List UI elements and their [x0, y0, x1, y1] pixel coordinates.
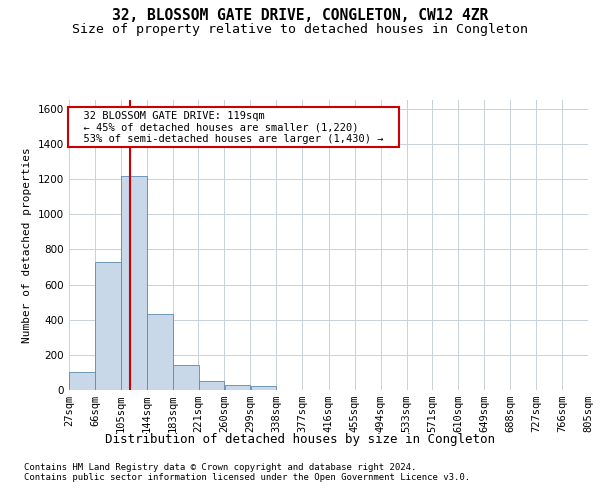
Bar	[69, 372, 95, 390]
Bar	[95, 262, 121, 390]
Text: 32, BLOSSOM GATE DRIVE, CONGLETON, CW12 4ZR: 32, BLOSSOM GATE DRIVE, CONGLETON, CW12 …	[112, 8, 488, 22]
Bar	[199, 381, 224, 390]
Bar	[173, 366, 199, 390]
Bar	[121, 176, 147, 390]
Text: 32 BLOSSOM GATE DRIVE: 119sqm  
  ← 45% of detached houses are smaller (1,220)  : 32 BLOSSOM GATE DRIVE: 119sqm ← 45% of d…	[71, 110, 396, 144]
Bar	[224, 384, 250, 390]
Text: Contains HM Land Registry data © Crown copyright and database right 2024.
Contai: Contains HM Land Registry data © Crown c…	[24, 462, 470, 482]
Text: Distribution of detached houses by size in Congleton: Distribution of detached houses by size …	[105, 432, 495, 446]
Text: Size of property relative to detached houses in Congleton: Size of property relative to detached ho…	[72, 22, 528, 36]
Bar	[251, 386, 276, 390]
Bar	[148, 314, 173, 390]
Y-axis label: Number of detached properties: Number of detached properties	[22, 147, 32, 343]
